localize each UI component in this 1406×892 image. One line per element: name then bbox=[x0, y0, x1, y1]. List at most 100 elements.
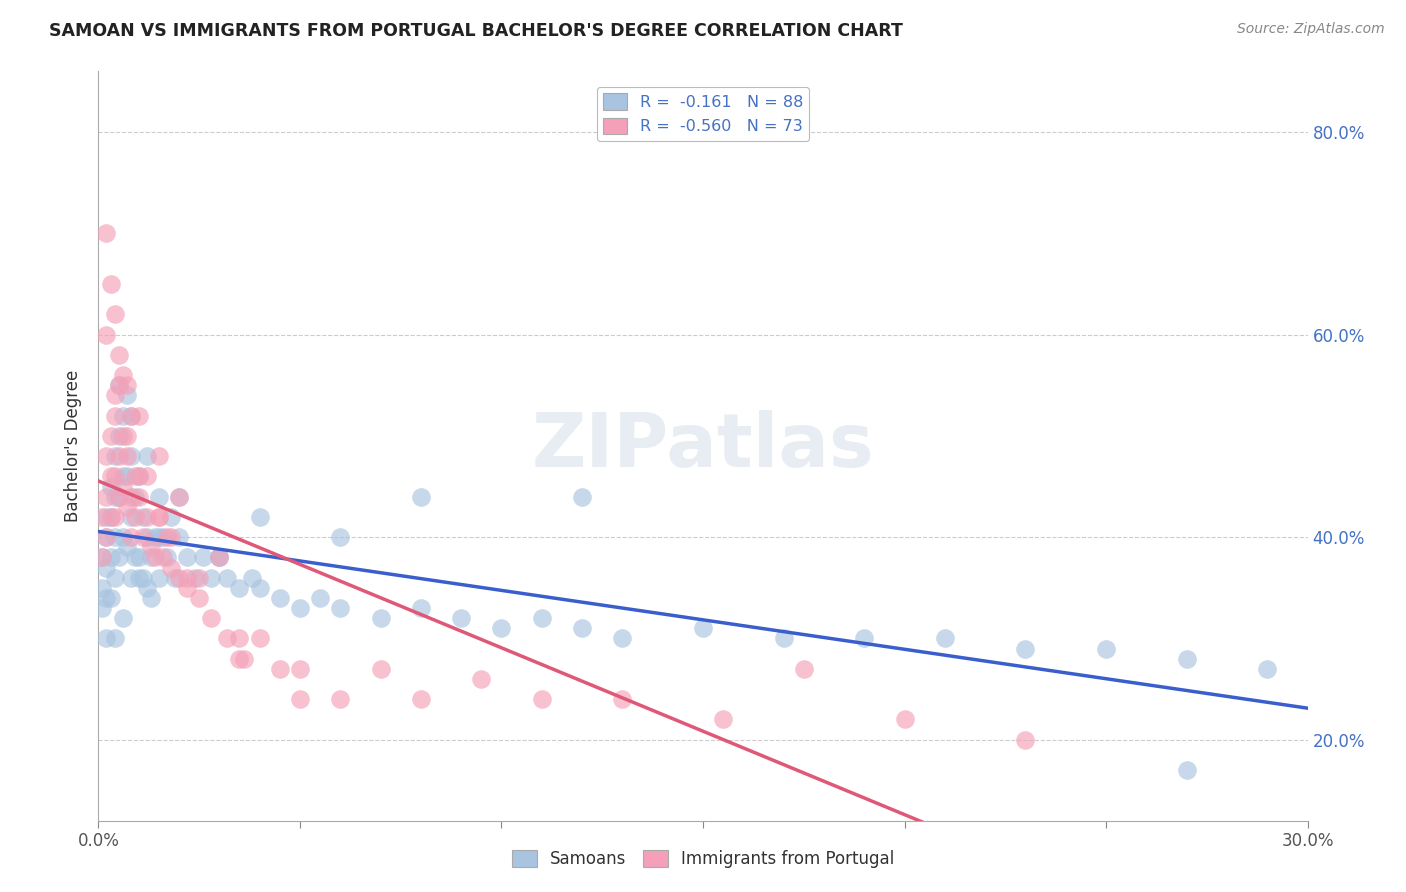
Point bbox=[135, 581, 157, 595]
Text: Source: ZipAtlas.com: Source: ZipAtlas.com bbox=[1237, 22, 1385, 37]
Point bbox=[124, 550, 146, 565]
Point bbox=[120, 509, 142, 524]
Point bbox=[409, 601, 432, 615]
Point bbox=[612, 692, 634, 706]
Point bbox=[120, 449, 142, 463]
Point bbox=[1256, 662, 1278, 676]
Point bbox=[120, 409, 142, 423]
Point bbox=[249, 509, 271, 524]
Legend: R =  -0.161   N = 88, R =  -0.560   N = 73: R = -0.161 N = 88, R = -0.560 N = 73 bbox=[596, 87, 810, 141]
Point bbox=[288, 662, 311, 676]
Point bbox=[128, 409, 150, 423]
Point bbox=[115, 469, 138, 483]
Point bbox=[115, 388, 138, 402]
Point bbox=[370, 662, 392, 676]
Point bbox=[103, 409, 125, 423]
Point bbox=[100, 591, 122, 605]
Text: SAMOAN VS IMMIGRANTS FROM PORTUGAL BACHELOR'S DEGREE CORRELATION CHART: SAMOAN VS IMMIGRANTS FROM PORTUGAL BACHE… bbox=[49, 22, 903, 40]
Point bbox=[156, 530, 179, 544]
Text: ZIPatlas: ZIPatlas bbox=[531, 409, 875, 483]
Point bbox=[120, 490, 142, 504]
Point bbox=[120, 409, 142, 423]
Point bbox=[100, 479, 122, 493]
Point bbox=[124, 490, 146, 504]
Point bbox=[188, 591, 211, 605]
Point bbox=[139, 591, 162, 605]
Point bbox=[692, 621, 714, 635]
Point bbox=[100, 509, 122, 524]
Point bbox=[103, 530, 125, 544]
Point bbox=[96, 509, 118, 524]
Point bbox=[91, 550, 114, 565]
Point bbox=[124, 469, 146, 483]
Point bbox=[772, 632, 794, 646]
Point bbox=[91, 581, 114, 595]
Point bbox=[148, 449, 170, 463]
Point bbox=[111, 469, 134, 483]
Point bbox=[100, 429, 122, 443]
Point bbox=[160, 530, 183, 544]
Point bbox=[128, 571, 150, 585]
Point bbox=[329, 530, 352, 544]
Point bbox=[934, 632, 956, 646]
Point bbox=[115, 378, 138, 392]
Point bbox=[115, 449, 138, 463]
Point bbox=[111, 368, 134, 383]
Point bbox=[167, 490, 190, 504]
Point bbox=[288, 601, 311, 615]
Point bbox=[232, 651, 254, 665]
Point bbox=[188, 571, 211, 585]
Point bbox=[249, 632, 271, 646]
Point bbox=[249, 581, 271, 595]
Point bbox=[309, 591, 332, 605]
Point bbox=[103, 509, 125, 524]
Point bbox=[200, 571, 222, 585]
Point bbox=[115, 541, 138, 555]
Point bbox=[96, 530, 118, 544]
Point bbox=[491, 621, 513, 635]
Point bbox=[107, 348, 129, 362]
Point bbox=[103, 469, 125, 483]
Point bbox=[217, 632, 239, 646]
Point bbox=[167, 490, 190, 504]
Point bbox=[128, 469, 150, 483]
Point bbox=[269, 662, 291, 676]
Point bbox=[176, 550, 198, 565]
Point bbox=[571, 621, 593, 635]
Point bbox=[240, 571, 263, 585]
Point bbox=[1014, 732, 1036, 747]
Point bbox=[96, 227, 118, 241]
Point bbox=[91, 509, 114, 524]
Point bbox=[269, 591, 291, 605]
Point bbox=[288, 692, 311, 706]
Point bbox=[156, 550, 179, 565]
Point bbox=[107, 378, 129, 392]
Point bbox=[139, 541, 162, 555]
Point bbox=[96, 591, 118, 605]
Point bbox=[217, 571, 239, 585]
Point bbox=[107, 449, 129, 463]
Point bbox=[107, 429, 129, 443]
Point bbox=[96, 490, 118, 504]
Point bbox=[120, 530, 142, 544]
Point bbox=[107, 378, 129, 392]
Point bbox=[167, 530, 190, 544]
Point bbox=[96, 530, 118, 544]
Point bbox=[152, 550, 174, 565]
Point bbox=[167, 571, 190, 585]
Point bbox=[148, 509, 170, 524]
Y-axis label: Bachelor's Degree: Bachelor's Degree bbox=[65, 370, 83, 522]
Point bbox=[329, 692, 352, 706]
Point bbox=[124, 509, 146, 524]
Point bbox=[111, 530, 134, 544]
Point bbox=[115, 500, 138, 514]
Point bbox=[329, 601, 352, 615]
Point bbox=[853, 632, 876, 646]
Point bbox=[96, 327, 118, 342]
Point bbox=[115, 429, 138, 443]
Point bbox=[100, 509, 122, 524]
Point bbox=[1014, 641, 1036, 656]
Point bbox=[111, 611, 134, 625]
Point bbox=[208, 550, 231, 565]
Point bbox=[143, 550, 166, 565]
